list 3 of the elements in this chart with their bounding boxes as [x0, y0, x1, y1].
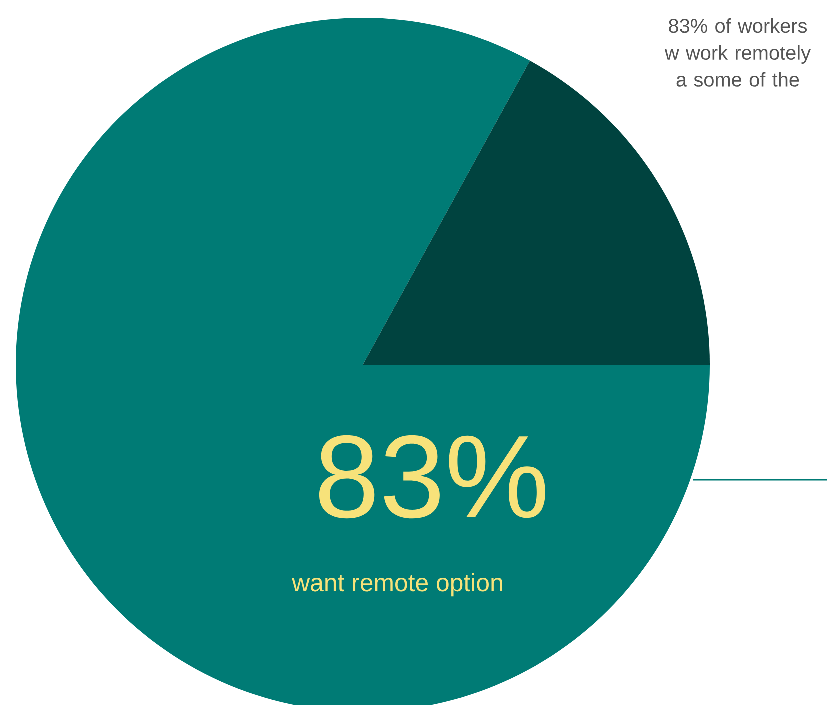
data-label: 83% — [319, 435, 546, 519]
slice-label: want remote option — [292, 573, 502, 597]
text: 83% of workers w work remotely a some of the — [664, 18, 812, 87]
